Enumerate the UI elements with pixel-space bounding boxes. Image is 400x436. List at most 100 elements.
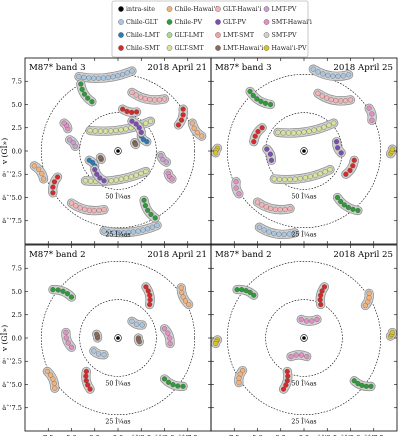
legend-marker (166, 6, 173, 12)
uv-point (83, 373, 89, 379)
uv-point (180, 112, 186, 118)
uv-point (63, 329, 69, 335)
uv-point (317, 297, 323, 303)
uv-point (285, 373, 291, 379)
legend-label: LMT-SMT (223, 32, 255, 39)
uv-point (134, 321, 140, 327)
uv-point (169, 176, 175, 182)
uv-point (328, 97, 334, 103)
uv-point (129, 118, 135, 124)
uv-point (118, 127, 124, 133)
panel-date: 2018 April 25 (333, 63, 393, 73)
uv-point (321, 124, 327, 130)
uv-point (233, 179, 239, 185)
uv-point (350, 206, 356, 212)
uv-point (250, 92, 256, 99)
uv-point (39, 171, 45, 177)
uv-point (96, 75, 102, 81)
uv-point (141, 197, 147, 203)
uv-point (288, 354, 294, 360)
y-axis-label: v (GÎ») (0, 325, 9, 352)
uv-point (240, 367, 246, 374)
uv-point (316, 126, 322, 132)
uv-point (82, 178, 88, 184)
y-tick-label: 7.5 (12, 78, 23, 86)
y-tick-label: 0.0 (12, 147, 23, 155)
uv-point (52, 385, 58, 391)
uv-point (321, 284, 328, 290)
uv-point (319, 93, 325, 99)
uv-point (44, 368, 50, 375)
uv-point (97, 175, 103, 181)
uv-point (145, 288, 151, 294)
uv-point (180, 106, 186, 112)
uv-point (320, 71, 326, 77)
uv-point (314, 316, 320, 322)
y-tick-label: âˆ’2.5 (2, 170, 22, 179)
uv-point (113, 177, 119, 183)
uv-point (165, 330, 171, 336)
ring-label-25: 25 Î¼as (291, 232, 316, 239)
uv-point (311, 127, 317, 133)
uv-point (287, 206, 293, 212)
uv-point (142, 96, 148, 102)
uv-point (239, 287, 245, 293)
uv-point (324, 95, 330, 101)
y-axis-label: v (GÎ») (0, 138, 9, 165)
uv-point (133, 121, 139, 127)
uv-point (135, 228, 141, 234)
uv-point (115, 73, 121, 79)
x-tick-label: âˆ’2.5 (317, 433, 337, 436)
uv-point (261, 227, 267, 233)
uv-point (96, 207, 102, 213)
uv-point (255, 129, 261, 135)
x-tick-label: âˆ’5.0 (155, 433, 175, 436)
x-tick-label: 0.0 (113, 434, 124, 436)
legend-label: GLT-Hawai'i (223, 6, 261, 13)
panel-source: M87* band 3 (29, 63, 86, 73)
uv-point (191, 125, 197, 131)
y-tick-label: âˆ’7.5 (2, 216, 22, 225)
uv-point (312, 172, 318, 178)
uv-point (36, 166, 42, 172)
uv-point (85, 95, 91, 101)
uv-point (170, 382, 176, 388)
uv-point (303, 318, 310, 324)
uv-point (276, 176, 283, 182)
x-tick-label: 5.0 (252, 434, 263, 436)
legend-label: Chile-SMT (126, 45, 161, 52)
uv-point (152, 215, 158, 221)
uv-point (129, 109, 135, 115)
uv-point (338, 98, 344, 104)
uv-point (236, 375, 242, 381)
uv-point (366, 295, 372, 301)
uv-point (143, 168, 149, 175)
uv-point (342, 98, 349, 104)
uv-point (369, 117, 375, 123)
legend-label: GLT-SMT (175, 45, 205, 52)
y-tick-label: 5.0 (12, 101, 23, 109)
uv-point (136, 125, 142, 131)
uv-point (366, 105, 372, 111)
uv-point (144, 139, 150, 145)
uv-point (254, 199, 261, 205)
uv-point (284, 378, 290, 384)
uv-point (51, 179, 58, 185)
uv-point (105, 74, 111, 81)
uv-point (148, 118, 154, 124)
uv-point (143, 120, 149, 126)
uv-point (123, 175, 129, 181)
panel-1: 50 Î¼as 25 Î¼as M87* band 3 2018 April 21 7.… (0, 57, 212, 245)
uv-point (282, 177, 288, 183)
uv-point (68, 200, 75, 206)
uv-point (73, 203, 79, 209)
uv-point (315, 69, 321, 75)
uv-point (194, 130, 200, 136)
uv-point (389, 146, 395, 152)
uv-point (94, 171, 100, 177)
uv-point (148, 211, 154, 218)
legend-label: intra-site (126, 6, 155, 13)
uv-point (100, 75, 107, 81)
uv-point (180, 294, 186, 300)
uv-point (319, 288, 325, 294)
